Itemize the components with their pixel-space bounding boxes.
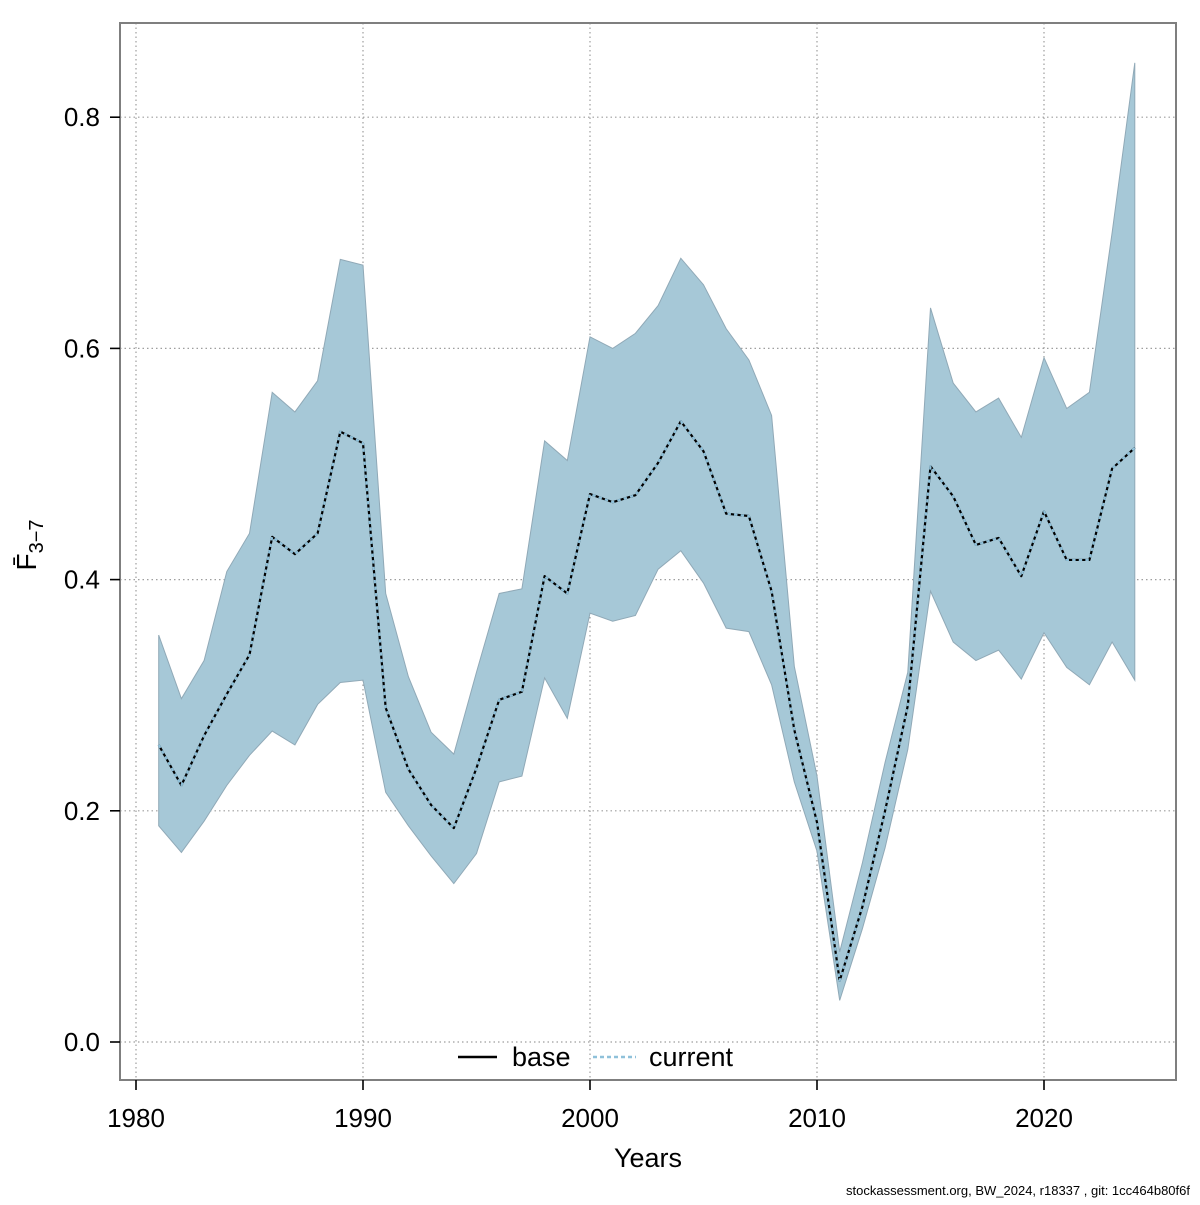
- legend-current-label: current: [649, 1042, 734, 1072]
- legend-base-label: base: [512, 1042, 571, 1072]
- x-axis: 1980 1990 2000 2010 2020: [107, 1080, 1073, 1133]
- footer: stockassessment.org, BW_2024, r18337 , g…: [846, 1183, 1190, 1198]
- x-tick-label: 1980: [107, 1103, 165, 1133]
- x-axis-title: Years: [614, 1143, 682, 1173]
- current-line: [157, 420, 1136, 982]
- x-tick-label: 2020: [1015, 1103, 1073, 1133]
- series-lines: [157, 420, 1136, 982]
- y-tick-label: 0.8: [64, 102, 100, 132]
- x-tick-label: 2010: [788, 1103, 846, 1133]
- x-tick-label: 1990: [334, 1103, 392, 1133]
- footer-credit: stockassessment.org, BW_2024, r18337 , g…: [846, 1183, 1190, 1198]
- y-tick-label: 0.2: [64, 796, 100, 826]
- confidence-band-group: [158, 62, 1136, 1001]
- y-axis-title-sub: 3−7: [26, 519, 48, 553]
- y-tick-label: 0.6: [64, 333, 100, 363]
- plot-border: [119, 22, 1177, 1081]
- y-axis: 0.0 0.2 0.4 0.6 0.8: [64, 102, 120, 1057]
- y-tick-label: 0.0: [64, 1027, 100, 1057]
- legend: base current: [458, 1042, 734, 1072]
- y-axis-title-main: F̄: [11, 553, 42, 570]
- axis-titles: Years F̄3−7: [11, 519, 682, 1173]
- x-tick-label: 2000: [561, 1103, 619, 1133]
- y-axis-title: F̄3−7: [11, 519, 48, 570]
- y-tick-label: 0.4: [64, 565, 100, 595]
- plot-frame: [119, 22, 1177, 1081]
- confidence-band: [158, 62, 1136, 1001]
